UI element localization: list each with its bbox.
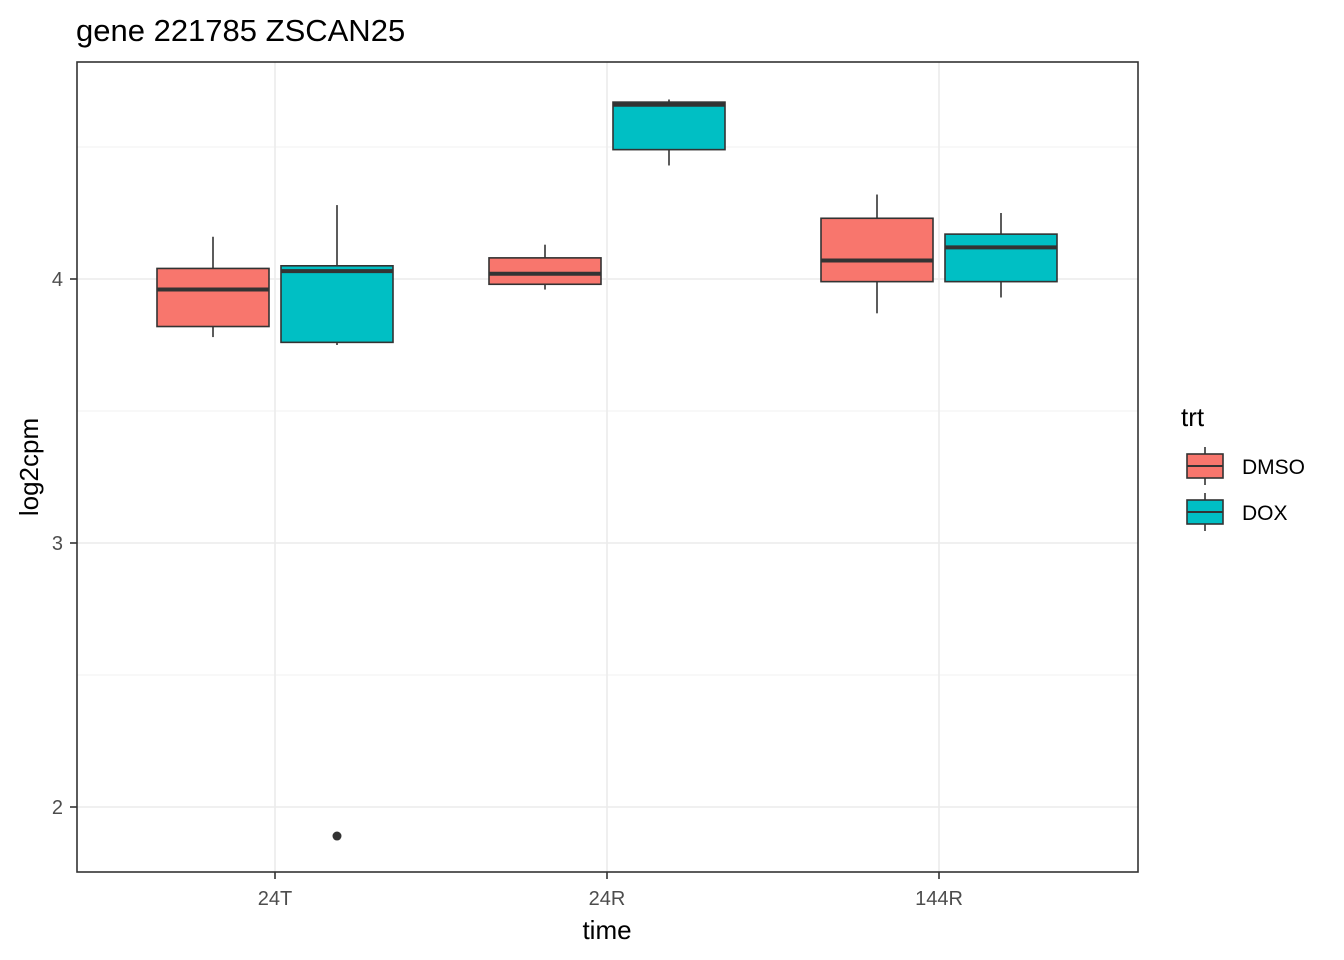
box-body (612, 101, 726, 151)
box-body (488, 257, 602, 286)
box-body (820, 217, 934, 283)
box-dmso-24t (156, 236, 270, 338)
chart-title: gene 221785 ZSCAN25 (76, 13, 405, 48)
box-dmso-144r (820, 194, 934, 314)
x-axis-title: time (582, 915, 631, 945)
x-axis-ticks: 24T 24R 144R (258, 872, 963, 910)
legend-label: DMSO (1242, 456, 1305, 479)
legend-label: DOX (1242, 502, 1288, 525)
box-dox-24r (612, 99, 726, 166)
box-body (944, 233, 1058, 283)
x-tick-label: 144R (915, 888, 963, 910)
box-body (156, 267, 270, 328)
outlier-point (332, 831, 342, 841)
y-tick-label: 3 (52, 533, 63, 555)
legend-item-dmso: DMSO (1186, 447, 1305, 485)
box-body (280, 264, 394, 344)
legend-title: trt (1181, 402, 1205, 432)
box-dmso-24r (488, 244, 602, 290)
y-tick-label: 4 (52, 269, 63, 291)
legend-item-dox: DOX (1186, 493, 1288, 531)
legend: trt DMSO DOX (1181, 402, 1305, 531)
box-dox-144r (944, 213, 1058, 298)
x-tick-label: 24T (258, 888, 292, 910)
y-axis-title: log2cpm (14, 418, 44, 516)
y-tick-label: 2 (52, 797, 63, 819)
x-tick-label: 24R (589, 888, 626, 910)
y-axis-ticks: 2 3 4 (52, 269, 77, 819)
box-dox-24t (280, 205, 394, 841)
plot-panel (76, 61, 1139, 873)
